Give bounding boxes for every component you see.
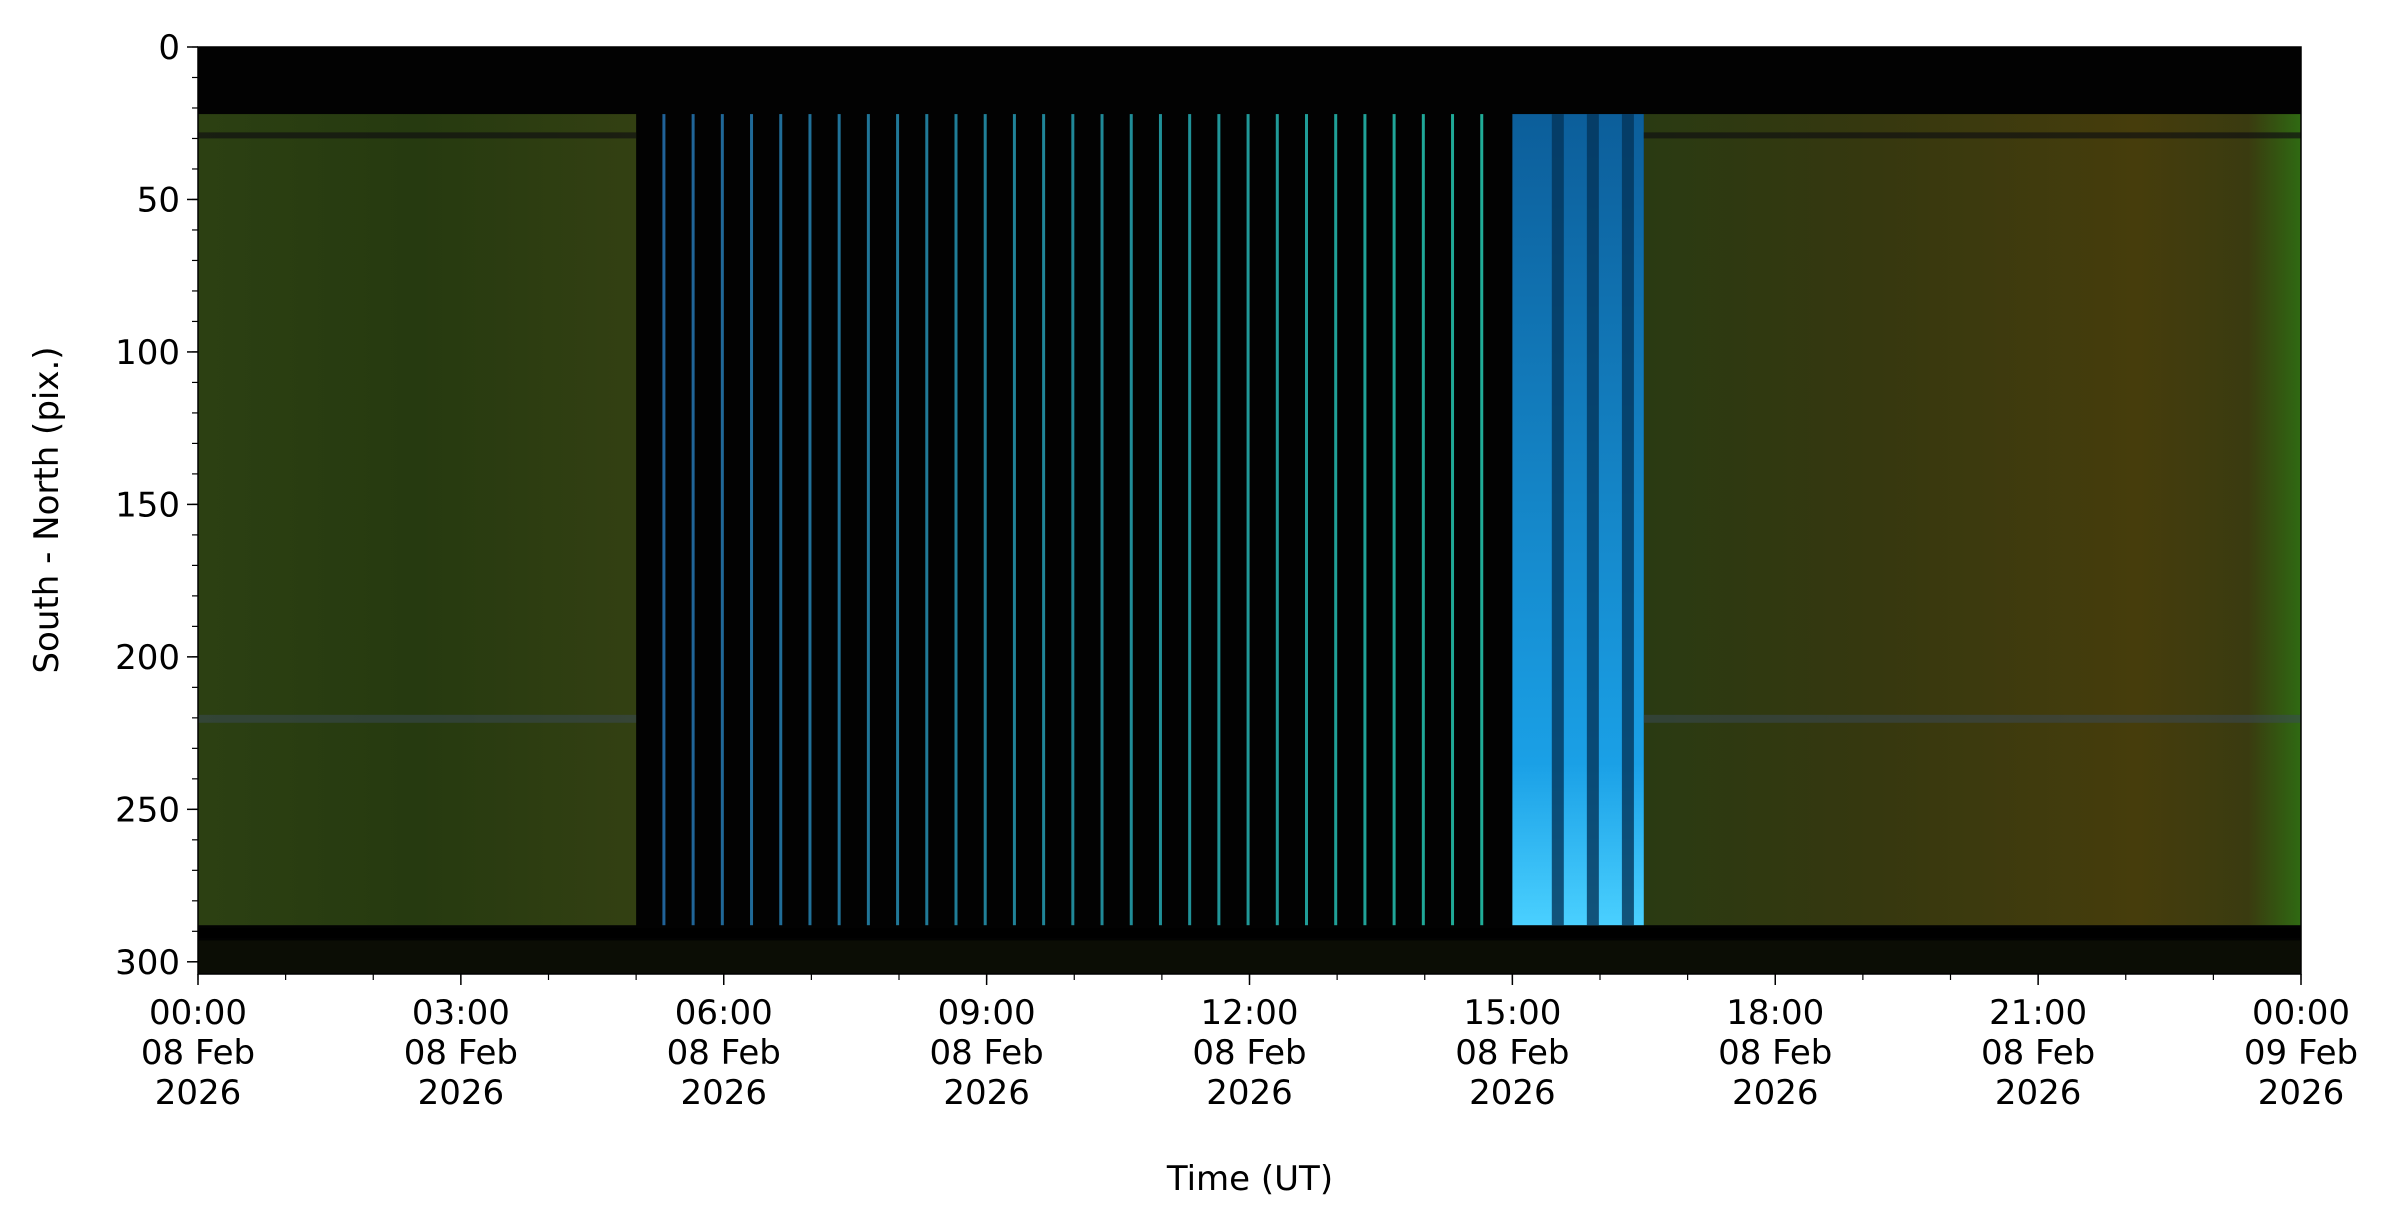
streak — [1012, 114, 1016, 926]
row-band — [198, 714, 637, 723]
y-tick-label: 300 — [115, 943, 180, 983]
streak — [1363, 114, 1367, 926]
x-tick-label: 09:00 08 Feb 2026 — [929, 993, 1043, 1113]
streak — [1304, 114, 1308, 926]
streak — [779, 114, 783, 926]
y-tick-label: 150 — [115, 485, 180, 525]
x-tick-label: 00:00 09 Feb 2026 — [2244, 993, 2358, 1113]
x-tick-label: 06:00 08 Feb 2026 — [667, 993, 781, 1113]
row-band — [198, 928, 2301, 939]
streak — [1392, 114, 1396, 926]
streak — [1217, 114, 1221, 926]
streak — [720, 114, 724, 926]
row-band — [1643, 132, 2301, 139]
x-tick-label: 03:00 08 Feb 2026 — [404, 993, 518, 1113]
streak — [1451, 114, 1455, 926]
streak — [808, 114, 812, 926]
axes: 0 50 100 150 200 250 300 00:00 08 Feb 2026 03:00 08… — [115, 28, 2358, 1113]
streak — [1480, 114, 1484, 926]
streak — [750, 114, 754, 926]
streak — [954, 114, 958, 926]
x-axis-label: Time (UT) — [1166, 1159, 1333, 1199]
streak — [983, 114, 987, 926]
streak — [1275, 114, 1279, 926]
streak — [1246, 114, 1250, 926]
x-tick-label: 00:00 08 Feb 2026 — [141, 993, 255, 1113]
y-tick-label: 250 — [115, 790, 180, 830]
x-tick-label: 18:00 08 Feb 2026 — [1718, 993, 1832, 1113]
y-tick-label: 200 — [115, 638, 180, 678]
streak — [837, 114, 841, 926]
streak — [1421, 114, 1425, 926]
streak — [662, 114, 666, 926]
y-axis-label: South - North (pix.) — [27, 346, 67, 673]
x-tick-label: 15:00 08 Feb 2026 — [1455, 993, 1569, 1113]
streak — [1129, 114, 1133, 926]
band — [1551, 114, 1564, 926]
band — [1586, 114, 1599, 926]
y-tick-label: 0 — [158, 28, 180, 68]
row-band — [198, 132, 637, 139]
streak — [691, 114, 695, 926]
y-tick-label: 100 — [115, 333, 180, 373]
streak — [1334, 114, 1338, 926]
streak — [1042, 114, 1046, 926]
streak — [925, 114, 929, 926]
streak — [1188, 114, 1192, 926]
streak — [896, 114, 900, 926]
streak — [1158, 114, 1162, 926]
region — [1643, 114, 2301, 926]
streak — [1071, 114, 1075, 926]
streak — [866, 114, 870, 926]
row-band — [198, 940, 2301, 974]
streak — [1100, 114, 1104, 926]
band — [1621, 114, 1634, 926]
x-tick-label: 21:00 08 Feb 2026 — [1981, 993, 2095, 1113]
row-band — [1643, 714, 2301, 723]
keogram-image — [198, 47, 2301, 974]
y-tick-label: 50 — [137, 180, 180, 220]
region — [198, 114, 637, 926]
x-tick-label: 12:00 08 Feb 2026 — [1192, 993, 1306, 1113]
